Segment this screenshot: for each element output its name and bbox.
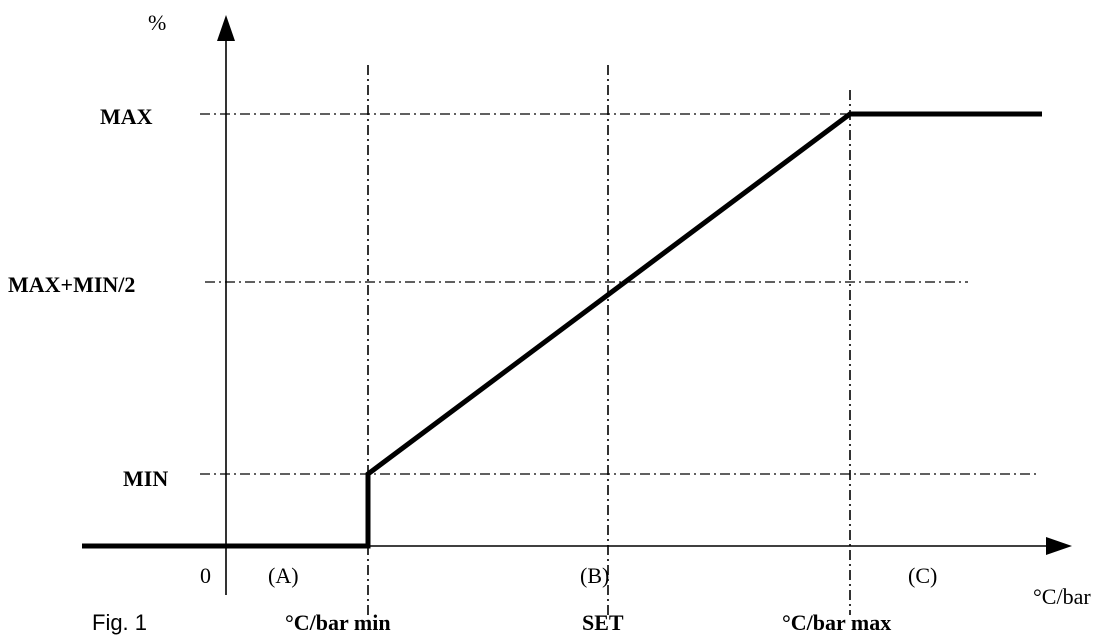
x-max-label: °C/bar max <box>782 610 891 635</box>
figure-caption: Fig. 1 <box>92 610 147 635</box>
x-min-label: °C/bar min <box>285 610 391 635</box>
y-axis-arrow <box>217 15 235 41</box>
y-axis-unit: % <box>148 10 166 35</box>
region-a-label: (A) <box>268 563 299 588</box>
max-label: MAX <box>100 104 153 129</box>
min-label: MIN <box>123 466 168 491</box>
mid-label: MAX+MIN/2 <box>8 272 135 297</box>
x-axis-arrow <box>1046 537 1072 555</box>
set-label: SET <box>582 610 624 635</box>
region-c-label: (C) <box>908 563 937 588</box>
output-curve <box>82 111 1042 549</box>
x-axis-unit: °C/bar <box>1033 584 1091 609</box>
origin-label: 0 <box>200 563 211 588</box>
region-b-label: (B) <box>580 563 609 588</box>
